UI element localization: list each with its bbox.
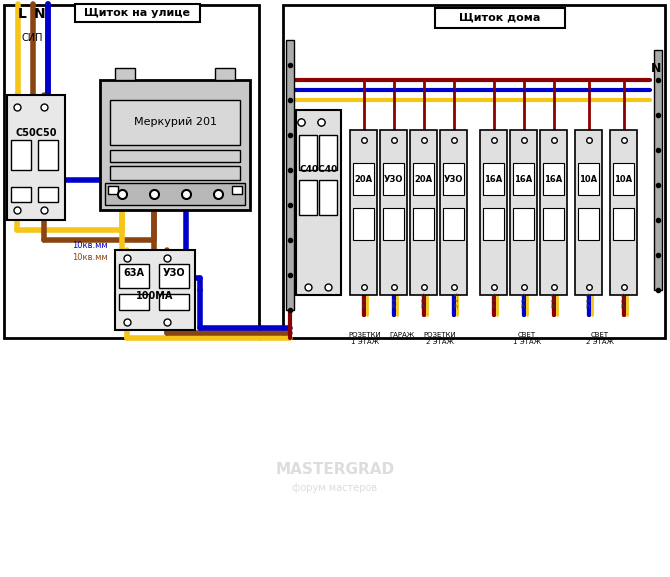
Bar bbox=[115, 250, 195, 330]
Bar bbox=[435, 8, 565, 28]
Text: ГАРАЖ: ГАРАЖ bbox=[389, 332, 415, 338]
Bar bbox=[543, 163, 564, 195]
Text: 3*1.5: 3*1.5 bbox=[586, 291, 592, 308]
Bar bbox=[613, 163, 634, 195]
Text: 63А: 63А bbox=[123, 268, 145, 278]
Bar bbox=[75, 4, 200, 22]
Text: СВЕТ
1 ЭТАЖ: СВЕТ 1 ЭТАЖ bbox=[513, 332, 541, 345]
Bar bbox=[540, 130, 567, 295]
Text: 10А: 10А bbox=[614, 175, 632, 185]
Text: УЗО: УЗО bbox=[384, 175, 403, 185]
Text: Меркурий 201: Меркурий 201 bbox=[133, 117, 216, 127]
Text: Щиток дома: Щиток дома bbox=[460, 13, 541, 23]
Bar bbox=[410, 130, 437, 295]
Text: РОЗЕТКИ
2 ЭТАЖ: РОЗЕТКИ 2 ЭТАЖ bbox=[423, 332, 456, 345]
Text: 16А: 16А bbox=[544, 175, 563, 185]
Text: 16А: 16А bbox=[515, 175, 533, 185]
Bar bbox=[543, 208, 564, 240]
Bar bbox=[443, 163, 464, 195]
Bar bbox=[513, 163, 534, 195]
Text: 10кв.мм: 10кв.мм bbox=[72, 253, 108, 263]
Bar bbox=[11, 187, 31, 202]
Bar bbox=[383, 163, 404, 195]
Bar bbox=[480, 130, 507, 295]
Text: 3*2: 3*2 bbox=[393, 297, 397, 308]
Bar bbox=[299, 135, 317, 170]
Text: 10кв.мм: 10кв.мм bbox=[72, 241, 108, 249]
Bar bbox=[38, 140, 58, 170]
Text: 3*2: 3*2 bbox=[362, 297, 368, 308]
Text: РОЗЕТКИ
1 ЭТАЖ: РОЗЕТКИ 1 ЭТАЖ bbox=[348, 332, 381, 345]
Text: MASTERGRAD: MASTERGRAD bbox=[275, 463, 395, 478]
Bar bbox=[578, 163, 599, 195]
Text: СВЕТ
2 ЭТАЖ: СВЕТ 2 ЭТАЖ bbox=[586, 332, 614, 345]
Bar bbox=[610, 130, 637, 295]
Bar bbox=[119, 264, 149, 288]
Bar bbox=[283, 5, 665, 338]
Bar bbox=[319, 135, 337, 170]
Text: N: N bbox=[651, 62, 661, 74]
Bar bbox=[613, 208, 634, 240]
Bar bbox=[350, 130, 377, 295]
Bar bbox=[4, 5, 259, 338]
Text: С40С40: С40С40 bbox=[299, 166, 338, 174]
Text: Щиток на улице: Щиток на улице bbox=[84, 8, 190, 18]
Bar bbox=[159, 294, 189, 310]
Text: С50С50: С50С50 bbox=[15, 128, 57, 138]
Bar bbox=[296, 110, 341, 295]
Bar bbox=[413, 208, 434, 240]
Text: 3*2.5: 3*2.5 bbox=[454, 291, 460, 308]
Bar bbox=[110, 150, 240, 162]
Bar bbox=[383, 208, 404, 240]
Text: 100МА: 100МА bbox=[136, 291, 174, 301]
Bar bbox=[110, 166, 240, 180]
Text: УЗО: УЗО bbox=[163, 268, 186, 278]
Bar bbox=[440, 130, 467, 295]
Text: 20А: 20А bbox=[354, 175, 373, 185]
Text: 3*1.5: 3*1.5 bbox=[492, 291, 498, 308]
Bar bbox=[443, 208, 464, 240]
Bar bbox=[578, 208, 599, 240]
Bar bbox=[38, 187, 58, 202]
Text: 3*1.5: 3*1.5 bbox=[521, 291, 527, 308]
Text: 10А: 10А bbox=[580, 175, 598, 185]
Bar bbox=[483, 208, 504, 240]
Bar bbox=[353, 208, 374, 240]
Bar bbox=[159, 264, 189, 288]
Text: 3*2.5: 3*2.5 bbox=[421, 291, 427, 308]
Text: УЗО: УЗО bbox=[444, 175, 463, 185]
Bar bbox=[319, 180, 337, 215]
Bar bbox=[105, 183, 245, 205]
Bar bbox=[232, 186, 242, 194]
Bar bbox=[115, 68, 135, 80]
Text: 20А: 20А bbox=[415, 175, 433, 185]
Text: 3*1.5: 3*1.5 bbox=[551, 291, 557, 308]
Bar bbox=[413, 163, 434, 195]
Bar bbox=[380, 130, 407, 295]
Bar bbox=[100, 80, 250, 210]
Text: форум мастеров: форум мастеров bbox=[292, 483, 378, 493]
Bar bbox=[513, 208, 534, 240]
Bar bbox=[286, 40, 294, 310]
Bar bbox=[11, 140, 31, 170]
Text: СИП: СИП bbox=[21, 33, 43, 43]
Bar bbox=[353, 163, 374, 195]
Text: 16А: 16А bbox=[484, 175, 502, 185]
Text: 3*1.5: 3*1.5 bbox=[622, 291, 626, 308]
Bar bbox=[119, 294, 149, 310]
Bar bbox=[110, 100, 240, 145]
Bar bbox=[7, 95, 65, 220]
Bar bbox=[108, 186, 118, 194]
Text: N: N bbox=[34, 7, 46, 21]
Bar bbox=[299, 180, 317, 215]
Text: L: L bbox=[17, 7, 26, 21]
Bar bbox=[483, 163, 504, 195]
Bar bbox=[654, 50, 662, 290]
Bar bbox=[510, 130, 537, 295]
Bar bbox=[575, 130, 602, 295]
Bar bbox=[215, 68, 235, 80]
